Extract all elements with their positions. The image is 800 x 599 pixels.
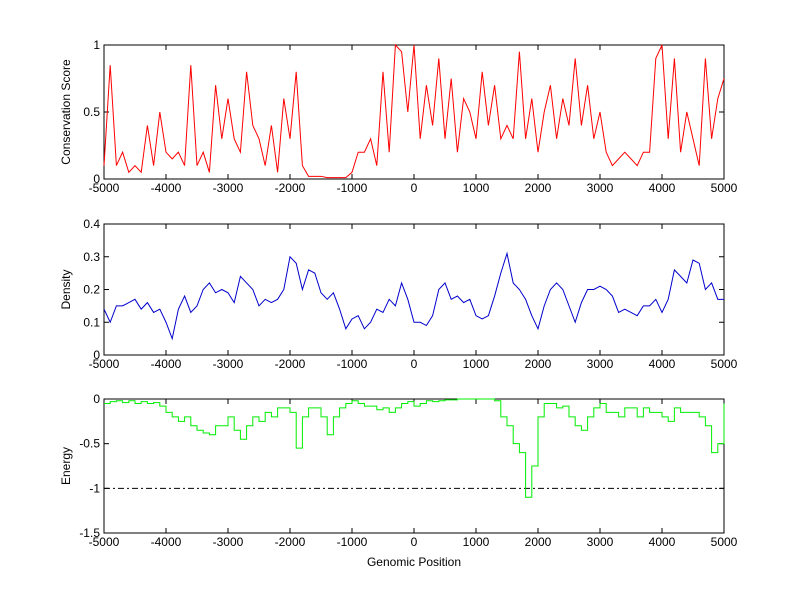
x-tick-label: -3000 [213, 357, 244, 371]
x-tick-label: -1000 [337, 535, 368, 549]
y-tick-label: 0.1 [83, 315, 100, 329]
x-tick-label: 2000 [525, 181, 552, 195]
x-tick-label: -3000 [213, 181, 244, 195]
y-tick-label: 0 [93, 172, 100, 186]
y-axis-label: Energy [59, 447, 73, 485]
x-tick-label: -5000 [89, 535, 120, 549]
x-tick-label: 5000 [711, 535, 738, 549]
x-tick-label: -1000 [337, 181, 368, 195]
x-tick-label: -5000 [89, 181, 120, 195]
y-axis-label: Conservation Score [59, 59, 73, 165]
y-tick-label: -0.5 [79, 437, 100, 451]
y-tick-label: 0.4 [83, 217, 100, 231]
y-tick-label: -1.5 [79, 526, 100, 540]
x-tick-label: 0 [411, 181, 418, 195]
x-tick-label: -4000 [151, 535, 182, 549]
x-tick-label: 3000 [587, 535, 614, 549]
x-tick-label: 4000 [649, 535, 676, 549]
y-tick-label: 0.2 [83, 283, 100, 297]
x-tick-label: -3000 [213, 535, 244, 549]
x-axis-label: Genomic Position [367, 555, 461, 569]
y-tick-label: -1 [89, 481, 100, 495]
x-tick-label: -5000 [89, 357, 120, 371]
x-tick-label: 0 [411, 357, 418, 371]
x-tick-label: -4000 [151, 357, 182, 371]
x-tick-label: 5000 [711, 181, 738, 195]
y-tick-label: 0.3 [83, 250, 100, 264]
x-tick-label: 1000 [463, 357, 490, 371]
x-tick-label: 5000 [711, 357, 738, 371]
y-tick-label: 0 [93, 348, 100, 362]
y-tick-label: 1 [93, 38, 100, 52]
x-tick-label: 4000 [649, 181, 676, 195]
x-tick-label: -2000 [275, 535, 306, 549]
x-tick-label: -4000 [151, 181, 182, 195]
y-tick-label: 0.5 [83, 105, 100, 119]
axes-box [103, 398, 725, 534]
x-tick-label: -2000 [275, 357, 306, 371]
y-axis-label: Density [59, 269, 73, 309]
x-tick-label: 2000 [525, 535, 552, 549]
x-tick-label: -1000 [337, 357, 368, 371]
data-line [103, 251, 724, 341]
data-line [103, 43, 725, 179]
x-tick-label: 2000 [525, 357, 552, 371]
axes-box [103, 223, 725, 356]
data-line [104, 398, 725, 498]
x-tick-label: 1000 [463, 535, 490, 549]
x-tick-label: 4000 [649, 357, 676, 371]
y-tick-label: 0 [93, 392, 100, 406]
x-tick-label: 3000 [587, 357, 614, 371]
x-tick-label: -2000 [275, 181, 306, 195]
x-tick-label: 1000 [463, 181, 490, 195]
x-tick-label: 0 [411, 535, 418, 549]
x-tick-label: 3000 [587, 181, 614, 195]
